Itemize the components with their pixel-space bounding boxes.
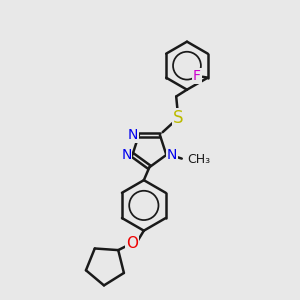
Text: N: N xyxy=(122,148,132,162)
Text: F: F xyxy=(193,69,201,83)
Text: CH₃: CH₃ xyxy=(187,153,210,166)
Text: N: N xyxy=(128,128,138,142)
Text: S: S xyxy=(172,109,183,127)
Text: N: N xyxy=(167,148,177,162)
Text: O: O xyxy=(126,236,138,251)
